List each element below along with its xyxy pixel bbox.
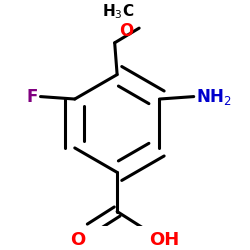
Text: F: F bbox=[27, 88, 38, 106]
Text: NH$_2$: NH$_2$ bbox=[196, 86, 232, 106]
Text: OH: OH bbox=[149, 231, 179, 249]
Text: O: O bbox=[70, 231, 85, 249]
Text: H$_3$C: H$_3$C bbox=[102, 2, 134, 21]
Text: O: O bbox=[120, 22, 134, 40]
